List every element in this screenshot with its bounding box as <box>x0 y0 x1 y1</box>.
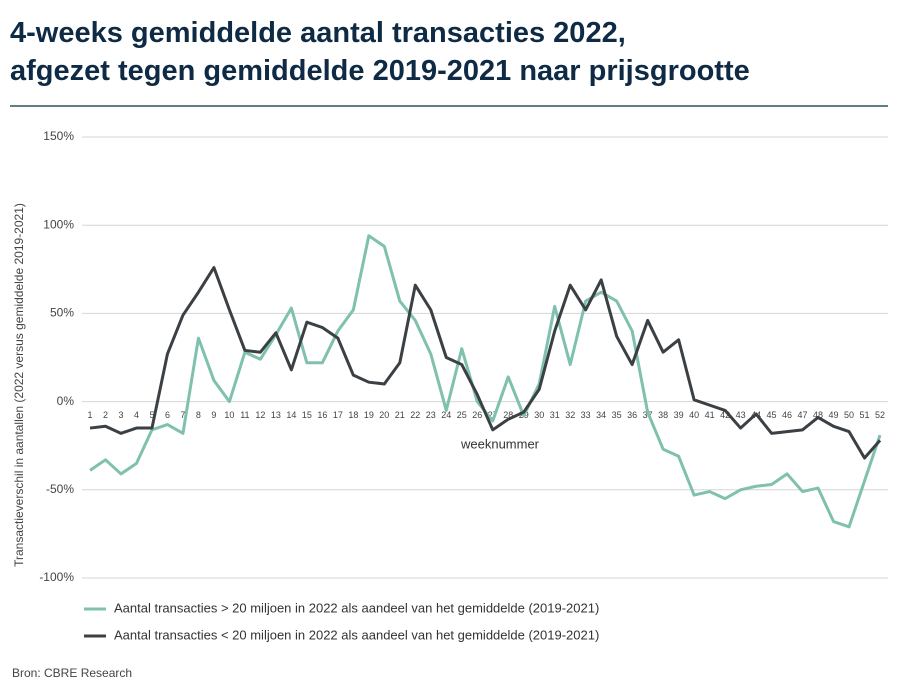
source: Bron: CBRE Research <box>12 666 133 680</box>
x-tick-label: 20 <box>379 410 389 420</box>
x-tick-label: 11 <box>240 410 249 420</box>
y-tick-label: 0% <box>57 394 75 408</box>
title: 4-weeks gemiddelde aantal transacties 20… <box>10 14 750 90</box>
series-line <box>89 234 882 529</box>
x-tick-label: 10 <box>224 410 234 420</box>
x-tick-label: 34 <box>596 410 606 420</box>
x-tick-label: 21 <box>395 410 405 420</box>
x-tick-label: 30 <box>534 410 544 420</box>
x-tick-label: 1 <box>87 410 92 420</box>
legend-label: Aantal transacties > 20 miljoen in 2022 … <box>114 600 599 615</box>
title-rule <box>10 105 888 107</box>
x-tick-label: 43 <box>736 410 746 420</box>
legend-label: Aantal transacties < 20 miljoen in 2022 … <box>114 627 599 642</box>
x-tick-label: 23 <box>426 410 436 420</box>
x-tick-label: 22 <box>410 410 420 420</box>
x-tick-label: 17 <box>333 410 343 420</box>
x-tick-label: 38 <box>658 410 668 420</box>
x-tick-label: 46 <box>782 410 792 420</box>
x-tick-label: 32 <box>565 410 575 420</box>
series-line <box>89 266 882 460</box>
x-tick-label: 33 <box>581 410 591 420</box>
x-tick-label: 4 <box>134 410 139 420</box>
x-tick-label: 36 <box>627 410 637 420</box>
x-tick-label: 35 <box>612 410 622 420</box>
y-axis-label: Transactieverschil in aantallen (2022 ve… <box>12 203 26 567</box>
y-tick-label: 100% <box>43 217 74 231</box>
x-tick-label: 8 <box>196 410 201 420</box>
x-tick-label: 42 <box>720 410 730 420</box>
x-tick-label: 13 <box>271 410 281 420</box>
y-tick-label: 150% <box>43 129 74 143</box>
x-tick-label: 15 <box>302 410 312 420</box>
x-tick-label: 45 <box>767 410 777 420</box>
x-tick-label: 5 <box>149 410 154 420</box>
x-tick-label: 52 <box>875 410 885 420</box>
x-tick-label: 49 <box>829 410 839 420</box>
y-tick-label: 50% <box>50 306 74 320</box>
y-tick-label: -100% <box>39 570 74 584</box>
y-tick-label: -50% <box>46 482 74 496</box>
x-tick-label: 41 <box>705 410 715 420</box>
x-axis-label: weeknummer <box>460 436 540 451</box>
x-tick-label: 51 <box>860 410 870 420</box>
x-tick-label: 6 <box>165 410 170 420</box>
x-tick-label: 26 <box>472 410 482 420</box>
x-tick-label: 40 <box>689 410 699 420</box>
x-tick-label: 28 <box>503 410 513 420</box>
x-tick-label: 9 <box>211 410 216 420</box>
x-tick-label: 50 <box>844 410 854 420</box>
x-tick-label: 3 <box>118 410 123 420</box>
x-tick-label: 48 <box>813 410 823 420</box>
x-tick-label: 19 <box>364 410 374 420</box>
x-tick-label: 18 <box>348 410 358 420</box>
x-tick-label: 7 <box>180 410 185 420</box>
x-tick-label: 39 <box>674 410 684 420</box>
x-tick-label: 24 <box>441 410 451 420</box>
x-tick-label: 25 <box>457 410 467 420</box>
x-tick-label: 16 <box>317 410 327 420</box>
title-line: 4-weeks gemiddelde aantal transacties 20… <box>10 17 626 49</box>
x-tick-label: 14 <box>286 410 296 420</box>
x-tick-label: 47 <box>798 410 808 420</box>
x-tick-label: 27 <box>488 410 498 420</box>
x-tick-label: 12 <box>255 410 265 420</box>
title-line: afgezet tegen gemiddelde 2019-2021 naar … <box>10 55 750 87</box>
x-tick-label: 31 <box>550 410 560 420</box>
x-tick-label: 2 <box>103 410 108 420</box>
